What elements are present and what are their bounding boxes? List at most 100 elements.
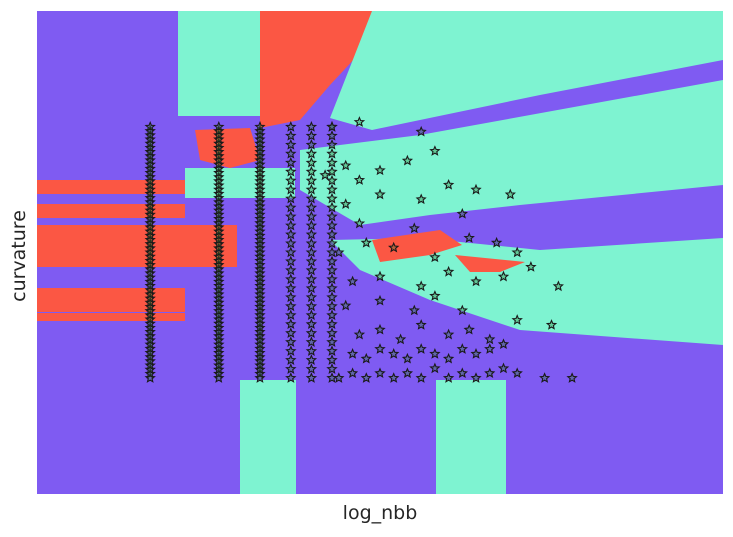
scatter-point (254, 179, 266, 191)
scatter-point (285, 282, 297, 294)
scatter-point (305, 318, 318, 330)
scatter-point (213, 351, 225, 362)
scatter-point (456, 343, 469, 354)
scatter-point (144, 213, 156, 224)
scatter-point (213, 334, 225, 346)
scatter-point (285, 219, 297, 231)
scatter-point (213, 179, 225, 191)
scatter-point (333, 372, 345, 383)
scatter-point (144, 342, 156, 354)
scatter-point (144, 171, 156, 182)
scatter-point (213, 259, 225, 270)
scatter-point (429, 290, 441, 301)
scatter-point (388, 241, 400, 253)
scatter-point (144, 187, 156, 199)
scatter-point (285, 165, 297, 177)
scatter-point (213, 208, 225, 220)
scatter-point (254, 154, 266, 166)
scatter-point (213, 183, 225, 195)
scatter-point (144, 250, 156, 262)
scatter-point (144, 179, 156, 191)
scatter-point (254, 171, 266, 182)
scatter-point (360, 352, 372, 364)
scatter-point (415, 319, 427, 330)
scatter-point (456, 304, 468, 316)
scatter-point (144, 347, 156, 358)
scatter-point (305, 129, 318, 141)
scatter-point (213, 284, 225, 295)
scatter-point (305, 165, 318, 177)
scatter-point (213, 142, 225, 153)
scatter-point (305, 156, 318, 168)
region-red-small (195, 128, 260, 168)
scatter-point (254, 334, 266, 346)
scatter-point (213, 154, 225, 166)
scatter-point (285, 246, 297, 258)
scatter-point (254, 141, 266, 153)
scatter-point (254, 242, 266, 254)
scatter-point (254, 162, 266, 174)
scatter-point (326, 201, 338, 213)
scatter-point (346, 367, 359, 379)
scatter-point (254, 263, 266, 275)
scatter-point (305, 228, 318, 240)
scatter-point (213, 309, 225, 321)
scatter-point (144, 154, 156, 166)
scatter-point (254, 367, 266, 379)
scatter-point (213, 359, 225, 371)
scatter-point (305, 372, 318, 383)
scatter-point (326, 183, 338, 195)
scatter-point (511, 246, 523, 258)
scatter-point (484, 343, 496, 354)
scatter-point (254, 355, 266, 367)
scatter-point (254, 254, 266, 266)
scatter-point (144, 200, 156, 212)
region-red-band-5 (37, 313, 185, 321)
scatter-point (213, 120, 225, 132)
scatter-point (305, 120, 318, 132)
scatter-point (254, 267, 266, 279)
scatter-point (213, 326, 225, 337)
scatter-point (254, 330, 266, 342)
scatter-point (285, 318, 297, 330)
scatter-point (254, 292, 266, 304)
region-teal-fan-3 (330, 238, 723, 345)
scatter-point (429, 251, 441, 263)
scatter-point (144, 192, 156, 203)
scatter-point (213, 263, 225, 275)
region-teal-fan-1 (330, 11, 723, 130)
scatter-point (254, 326, 266, 337)
scatter-point (456, 208, 468, 219)
scatter-point (326, 255, 338, 267)
scatter-point (360, 372, 372, 383)
scatter-point (144, 225, 156, 237)
scatter-point (144, 246, 156, 258)
scatter-point (254, 187, 266, 199)
scatter-point (213, 250, 225, 262)
scatter-point (254, 158, 266, 170)
scatter-point (305, 237, 318, 249)
decision-regions (37, 11, 723, 494)
scatter-point (285, 372, 297, 383)
scatter-point (144, 221, 156, 233)
scatter-point (415, 193, 427, 205)
scatter-point (213, 255, 225, 266)
scatter-point (429, 347, 441, 359)
scatter-point (374, 270, 386, 282)
scatter-point (326, 156, 338, 168)
scatter-point (254, 217, 266, 228)
scatter-point (144, 125, 156, 136)
scatter-point (326, 129, 338, 141)
scatter-point (305, 354, 318, 365)
scatter-point (353, 174, 366, 185)
scatter-point (144, 275, 156, 287)
scatter-point (470, 275, 482, 287)
scatter-point (305, 291, 318, 303)
scatter-point (144, 120, 156, 132)
scatter-point (144, 263, 156, 275)
scatter-point (144, 158, 156, 170)
scatter-point (285, 300, 297, 312)
scatter-point (442, 328, 455, 340)
region-teal-bottom-2 (436, 380, 506, 494)
scatter-point (429, 362, 441, 374)
